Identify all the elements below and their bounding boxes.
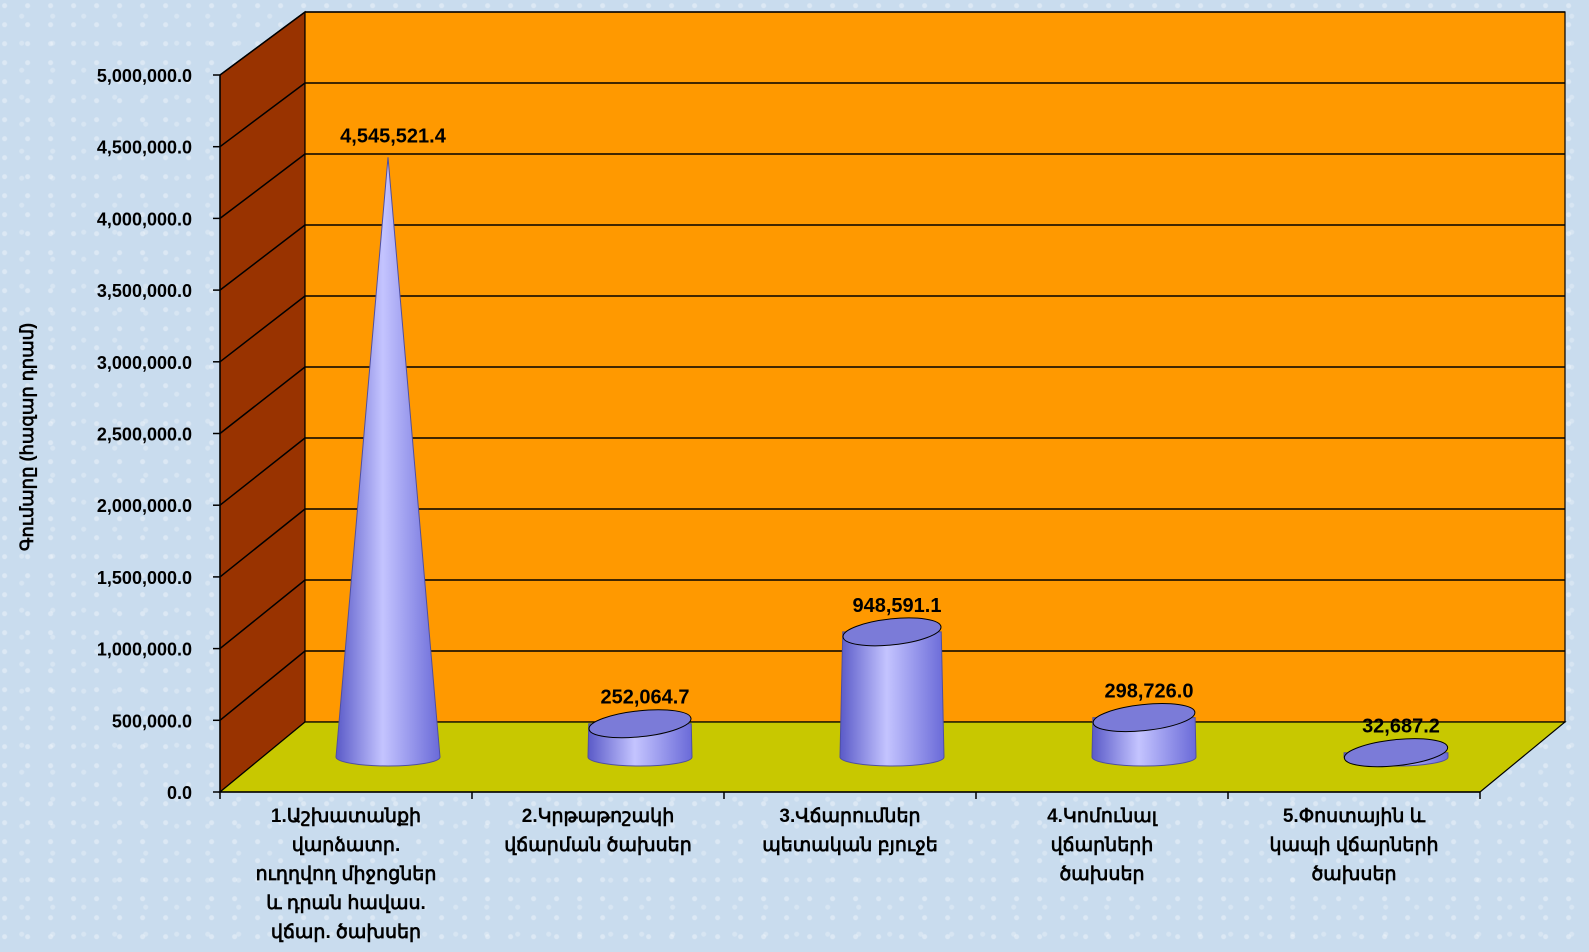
chart-side-wall (219, 10, 306, 794)
category-label: 2.Կրթաթոշակի վճարման ծախսեր (504, 806, 692, 856)
bar-shape (587, 709, 693, 767)
gridline-side (219, 579, 306, 650)
bar-shape (335, 157, 441, 767)
y-tick-label: 2,500,000.0 (97, 425, 192, 445)
frustum-top (588, 709, 692, 739)
category-label: 5.Փոստային և կապի վճարների ծախսեր (1269, 806, 1438, 885)
gridline-side (219, 82, 306, 148)
gridline-side (219, 366, 306, 435)
frustum-top (1343, 738, 1449, 768)
data-label: 4,545,521.4 (340, 125, 447, 147)
category-label: 1.Աշխատանքի վարձատր. ուղղվող միջոցներ և դրա… (256, 806, 437, 943)
y-tick-label: 3,500,000.0 (97, 281, 192, 301)
category-labels: 1.Աշխատանքի վարձատր. ուղղվող միջոցներ և դրա… (256, 806, 1439, 943)
gridline-side (219, 650, 306, 721)
frustum-body (839, 631, 945, 767)
y-tick-labels: 0.0 500,000.0 1,000,000.0 1,500,000.0 2,000,… (97, 66, 192, 803)
category-label: 4.Կոմունալ վճարների ծախսեր (1047, 806, 1159, 885)
data-label: 298,726.0 (1105, 681, 1194, 703)
data-label: 252,064.7 (601, 687, 690, 709)
gridline-side (219, 295, 306, 363)
bar-shape (1343, 738, 1449, 768)
gridline-side (219, 11, 306, 76)
y-axis-title: Գումարը (հազար դրամ) (17, 323, 38, 551)
data-labels: 4,545,521.4 252,064.7 948,591.1 298,726.0 32… (340, 125, 1440, 737)
gridline-side (219, 437, 306, 506)
gridlines (219, 11, 1565, 721)
data-label: 32,687.2 (1362, 716, 1440, 738)
gridline-side (219, 508, 306, 578)
gridline-side (219, 224, 306, 291)
cone-body (335, 157, 441, 767)
category-label: 3.Վճարումներ պետական բյուջե (762, 806, 938, 856)
axes (213, 74, 1481, 799)
bar-shape (1091, 703, 1197, 767)
y-tick-label: 2,000,000.0 (97, 496, 192, 516)
data-shapes (335, 157, 1449, 768)
y-tick-label: 4,500,000.0 (97, 138, 192, 158)
y-tick-label: 0.0 (167, 783, 192, 803)
y-tick-label: 4,000,000.0 (97, 209, 192, 229)
y-tick-label: 1,000,000.0 (97, 640, 192, 660)
bar-shape (839, 617, 945, 767)
y-tick-label: 5,000,000.0 (97, 66, 192, 86)
data-label: 948,591.1 (853, 595, 942, 617)
frustum-top (1092, 703, 1196, 733)
y-tick-label: 3,000,000.0 (97, 353, 192, 373)
y-tick-label: 1,500,000.0 (97, 568, 192, 588)
y-tick-label: 500,000.0 (112, 711, 192, 731)
gridline-side (219, 153, 306, 219)
frustum-top (842, 617, 942, 647)
